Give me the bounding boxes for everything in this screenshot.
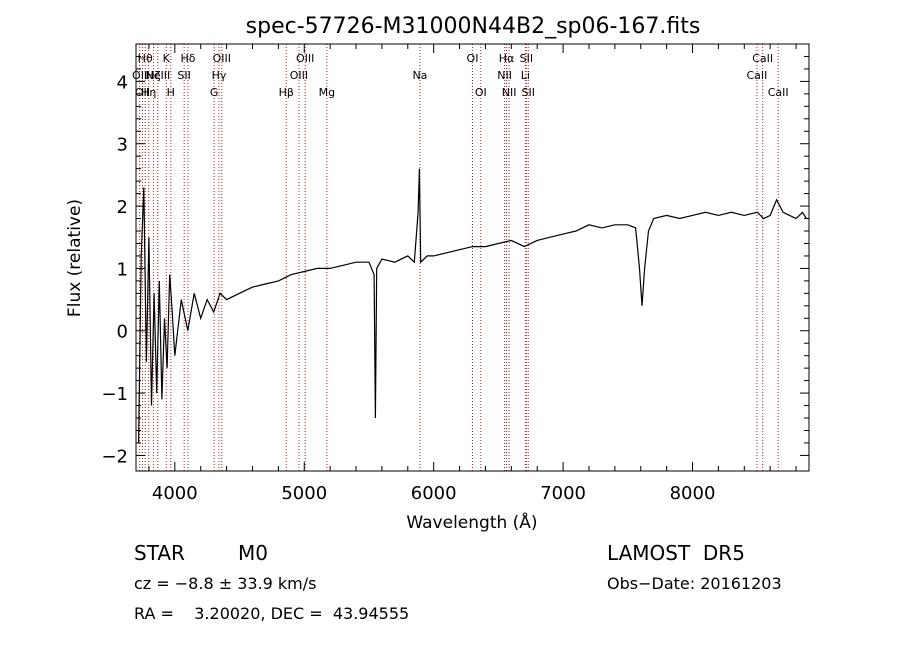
x-tick-label: 7000	[540, 483, 586, 504]
spectral-line-label: OIII	[290, 69, 308, 82]
spectral-line-label: G	[210, 86, 219, 99]
spectral-line-label: CaII	[747, 69, 768, 82]
x-tick-label: 8000	[670, 483, 716, 504]
spectral-line-label: Hα	[499, 52, 515, 65]
spectral-line-label: Hγ	[212, 69, 227, 82]
spectral-line-label: SII	[177, 69, 190, 82]
x-tick-label: 4000	[152, 483, 198, 504]
y-tick-label: 1	[117, 259, 128, 280]
observation-date: Obs−Date: 20161203	[607, 574, 782, 593]
y-tick-label: 2	[117, 197, 128, 218]
spectral-line-label: Mg	[319, 86, 335, 99]
spectral-line-label: NII	[502, 86, 517, 99]
ra-dec-coordinates: RA = 3.20020, DEC = 43.94555	[134, 604, 410, 623]
spectral-line-labels: OIIOIIHθHηHζNeIIIKHSIIHδGHγOIIIHβOIIIOII…	[132, 52, 789, 99]
spectrum-line	[138, 168, 807, 443]
spectral-line-label: SII	[520, 52, 533, 65]
spectral-line-label: OIII	[213, 52, 231, 65]
spectral-line-label: CaII	[752, 52, 773, 65]
chart-title: spec-57726-M31000N44B2_sp06-167.fits	[246, 14, 701, 39]
spectrum-chart: spec-57726-M31000N44B2_sp06-167.fits OII…	[65, 14, 810, 533]
object-subclass: M0	[238, 541, 268, 565]
spectral-line-label: Hη	[141, 86, 156, 99]
redshift-velocity: cz = −8.8 ± 33.9 km/s	[134, 574, 317, 593]
spectral-line-label: Na	[412, 69, 427, 82]
spectral-line-label: Hδ	[181, 52, 196, 65]
y-tick-label: 0	[117, 322, 128, 343]
y-axis-label: Flux (relative)	[65, 199, 85, 317]
spectral-line-label: NII	[497, 69, 512, 82]
spectral-line-label: H	[167, 86, 175, 99]
y-tick-label: 3	[117, 135, 128, 156]
spectral-line-label: OI	[475, 86, 487, 99]
y-tick-label: −1	[101, 384, 128, 405]
spectral-line-label: SII	[522, 86, 535, 99]
x-axis-label: Wavelength (Å)	[406, 511, 537, 533]
spectral-line-label: Li	[521, 69, 530, 82]
spectral-line-label: OIII	[296, 52, 314, 65]
survey-label: LAMOST DR5	[607, 541, 745, 565]
plot-frame	[135, 43, 810, 472]
y-tick-label: −2	[101, 446, 128, 467]
spectral-line-label: CaII	[768, 86, 789, 99]
y-axis-ticks: −2 −1 0 1 2 3 4	[101, 55, 809, 467]
spectral-line-label: Hβ	[279, 86, 294, 99]
x-axis-ticks: 4000 5000 6000 7000 8000	[148, 44, 797, 504]
x-tick-label: 5000	[281, 483, 327, 504]
object-class: STAR	[134, 541, 185, 565]
spectral-line-label: OII	[135, 86, 150, 99]
spectral-line-label: OI	[467, 52, 479, 65]
y-tick-label: 4	[117, 72, 128, 93]
spectral-line-markers	[139, 44, 779, 471]
x-tick-label: 6000	[411, 483, 457, 504]
spectral-line-label: K	[163, 52, 171, 65]
spectral-line-label: Hζ	[146, 69, 160, 82]
spectral-line-label: NeIII	[146, 69, 171, 82]
spectral-line-label: Hθ	[138, 52, 153, 65]
